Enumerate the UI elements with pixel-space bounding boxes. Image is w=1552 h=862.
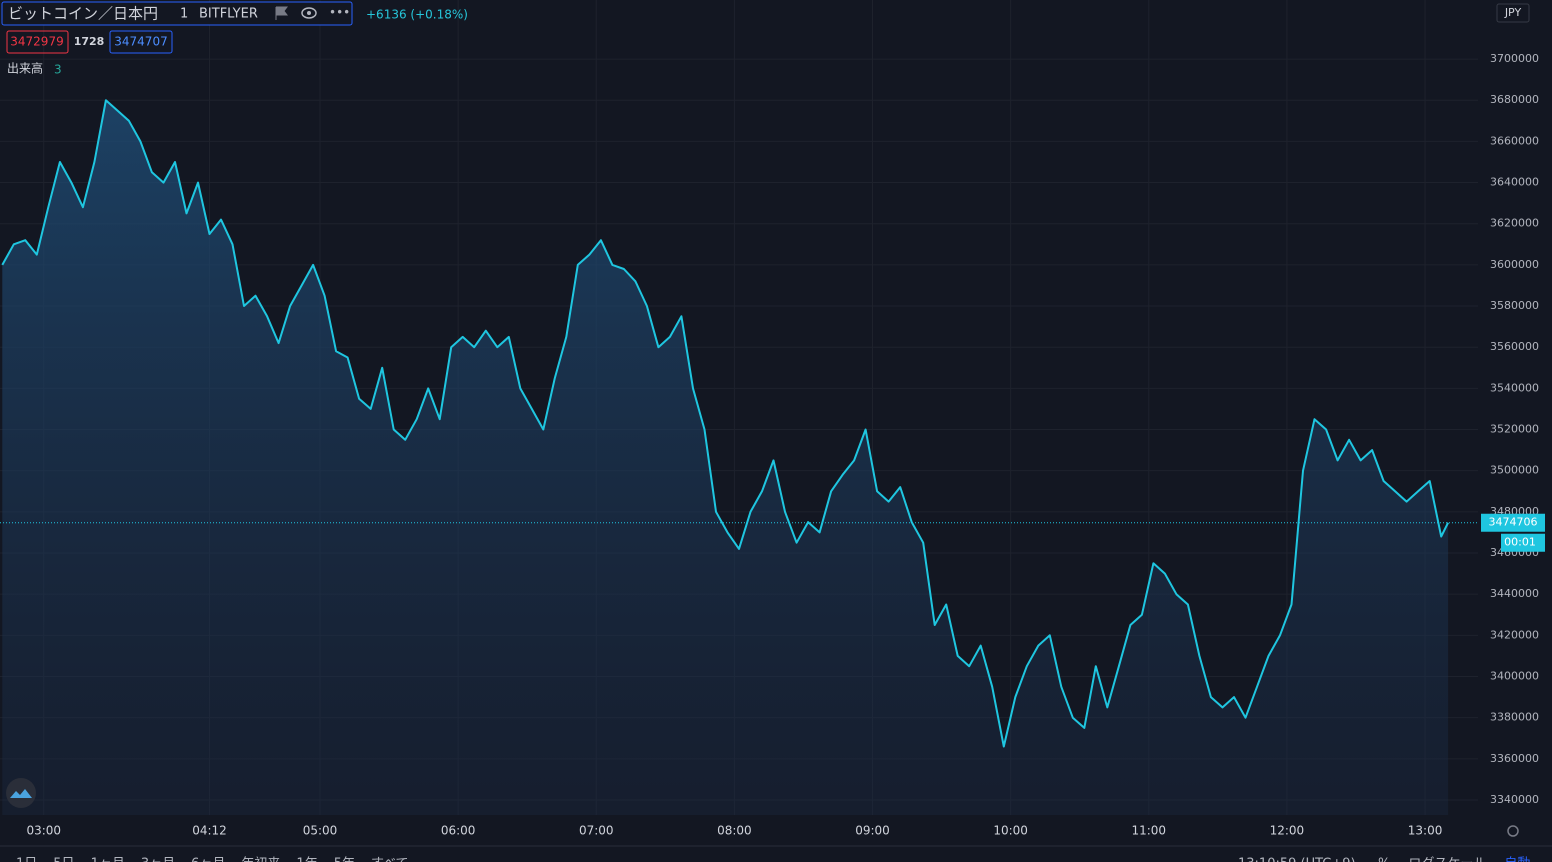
y-tick-label: 3620000 [1490,217,1539,230]
y-tick-label: 3440000 [1490,587,1539,600]
more-icon[interactable]: ••• [329,6,350,20]
volume-label: 出来高 [7,61,43,76]
eye-icon[interactable] [301,7,317,19]
ohlc-mid: 1728 [74,35,105,48]
currency: JPY [1504,6,1522,19]
symbol-box[interactable] [1,1,353,26]
x-tick-label: 04:12 [192,824,227,838]
last-price-box [1481,513,1545,532]
y-tick-label: 3640000 [1490,176,1539,189]
x-tick-label: 03:00 [26,824,61,838]
x-tick-label: 08:00 [717,824,752,838]
y-tick-label: 3700000 [1490,52,1539,65]
last-price-label: 3474706 [1489,516,1538,529]
y-tick-label: 3680000 [1490,93,1539,106]
range-button[interactable]: 3ヶ月 [141,857,175,862]
y-tick-label: 3380000 [1490,711,1539,724]
logo-mark [10,789,32,798]
low-box [6,30,69,54]
flag-icon[interactable] [275,6,288,20]
y-tick-label: 3600000 [1490,258,1539,271]
scale-button[interactable]: 自動 [1504,857,1530,862]
range-button[interactable]: 6ヶ月 [191,857,225,862]
countdown-box [1501,533,1545,552]
volume-value: 3 [54,63,62,77]
scale-button[interactable]: ログスケール [1408,857,1486,862]
x-tick-label: 07:00 [579,824,614,838]
y-tick-label: 3660000 [1490,134,1539,147]
x-tick-label: 06:00 [441,824,476,838]
range-button[interactable]: 5日 [53,857,74,862]
y-tick-label: 3520000 [1490,423,1539,436]
eye-icon-pupil [307,11,311,15]
y-tick-label: 3400000 [1490,669,1539,682]
interval: 1 [180,7,188,22]
y-tick-label: 3500000 [1490,464,1539,477]
range-button[interactable]: すべて [371,857,409,862]
range-button[interactable]: 1年 [296,857,317,862]
ohlc-high: 3474707 [114,35,167,49]
y-tick-label: 3560000 [1490,340,1539,353]
symbol-title: ビットコイン／日本円 [8,5,158,23]
scale-button[interactable]: % [1378,857,1390,862]
y-tick-label: 3540000 [1490,381,1539,394]
ohlc-low: 3472979 [10,35,63,49]
high-box [109,30,173,54]
x-tick-label: 05:00 [303,824,338,838]
x-tick-label: 09:00 [855,824,890,838]
logo[interactable] [6,778,36,808]
change: +6136 (+0.18%) [366,8,468,22]
currency-box[interactable] [1496,3,1530,23]
x-tick-label: 12:00 [1270,824,1305,838]
range-button[interactable]: 1ヶ月 [91,857,125,862]
y-tick-label: 3420000 [1490,628,1539,641]
clock: 13:10:59 (UTC+9) [1238,857,1356,862]
exchange: BITFLYER [199,7,258,22]
price-line [1,99,1449,748]
y-tick-label: 3340000 [1490,793,1539,806]
x-tick-label: 11:00 [1131,824,1166,838]
area-fill [2,100,1449,815]
x-tick-label: 13:00 [1408,824,1443,838]
settings-icon[interactable] [1507,825,1519,837]
y-tick-label: 3580000 [1490,299,1539,312]
range-button[interactable]: 年初来 [241,857,280,862]
countdown: 00:01 [1504,536,1536,549]
range-button[interactable]: 5年 [334,857,355,862]
range-button[interactable]: 1日 [16,857,37,862]
x-tick-label: 10:00 [993,824,1028,838]
y-tick-label: 3360000 [1490,752,1539,765]
